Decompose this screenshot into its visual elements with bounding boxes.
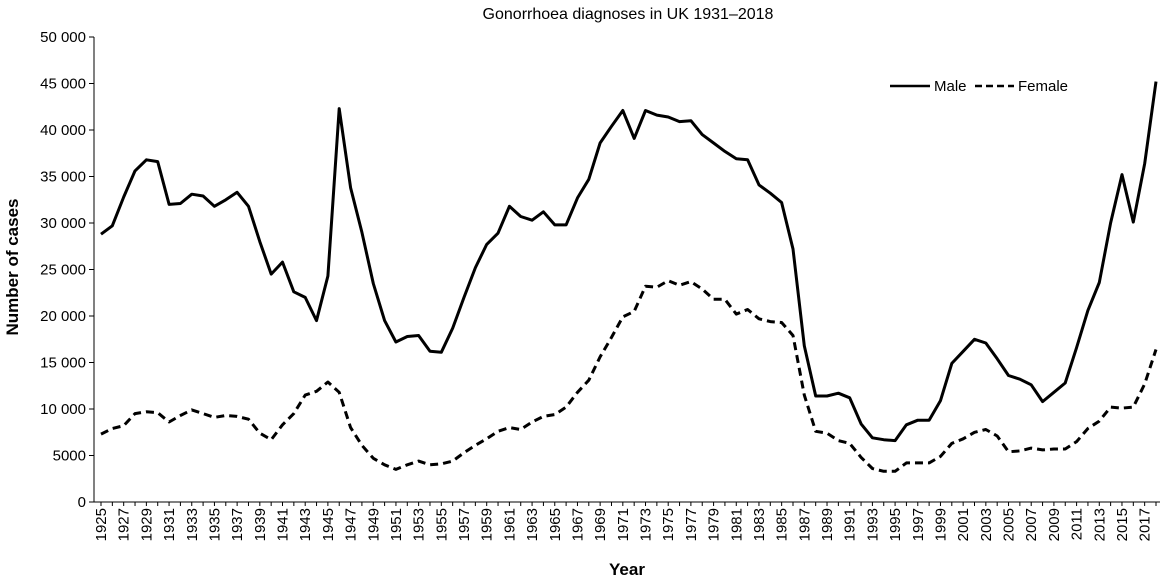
y-tick-label: 20 000 [40, 308, 86, 325]
x-tick-label: 2013 [1091, 508, 1108, 541]
x-tick-label: 1979 [706, 508, 723, 541]
x-tick-label: 1993 [864, 508, 881, 541]
x-tick-label: 1933 [184, 508, 201, 541]
y-tick-label: 5000 [53, 448, 86, 465]
x-tick-label: 1975 [660, 508, 677, 541]
y-tick-label: 25 000 [40, 262, 86, 279]
x-tick-label: 2009 [1046, 508, 1063, 541]
x-tick-label: 2003 [978, 508, 995, 541]
y-tick-label: 10 000 [40, 401, 86, 418]
x-tick-label: 1961 [501, 508, 518, 541]
x-tick-label: 2011 [1069, 508, 1086, 540]
x-tick-label: 1941 [275, 508, 292, 541]
x-tick-label: 1949 [365, 508, 382, 541]
x-tick-label: 2007 [1023, 508, 1040, 541]
x-tick-label: 1997 [910, 508, 927, 541]
x-tick-label: 1985 [774, 508, 791, 541]
x-tick-label: 1945 [320, 508, 337, 541]
legend-female-label: Female [1018, 78, 1068, 95]
x-axis-title: Year [609, 560, 645, 579]
x-tick-label: 2005 [1001, 508, 1018, 541]
x-tick-label: 1927 [116, 508, 133, 541]
x-tick-label: 2017 [1137, 508, 1154, 541]
x-tick-label: 1955 [433, 508, 450, 541]
y-tick-label: 15 000 [40, 355, 86, 372]
y-tick-label: 45 000 [40, 76, 86, 93]
x-tick-label: 1983 [751, 508, 768, 541]
x-tick-label: 1931 [161, 508, 178, 541]
x-tick-label: 1937 [229, 508, 246, 541]
x-tick-label: 1935 [206, 508, 223, 541]
x-tick-label: 1995 [887, 508, 904, 541]
x-tick-label: 1943 [297, 508, 314, 541]
legend-male-label: Male [934, 78, 967, 95]
x-tick-label: 1989 [819, 508, 836, 541]
x-tick-label: 1963 [524, 508, 541, 541]
x-tick-label: 1999 [932, 508, 949, 541]
y-tick-label: 35 000 [40, 169, 86, 186]
series-line-male [100, 81, 1158, 443]
x-tick-label: 1967 [569, 508, 586, 541]
x-tick-label: 1991 [842, 508, 859, 541]
series-lines [100, 81, 1158, 473]
x-tick-label: 1951 [388, 508, 405, 541]
y-tick-label: 0 [78, 494, 86, 511]
y-tick-label: 50 000 [40, 29, 86, 46]
x-tick-label: 1965 [547, 508, 564, 541]
x-tick-label: 1947 [343, 508, 360, 541]
x-tick-label: 1959 [479, 508, 496, 541]
x-tick-label: 1971 [615, 508, 632, 541]
y-tick-label: 30 000 [40, 215, 86, 232]
x-axis-ticks: 1925 1927 1929 1931 1933 1935 1937 1939 1941 1943… [93, 502, 1157, 541]
chart-title: Gonorrhoea diagnoses in UK 1931–2018 [483, 6, 774, 23]
x-tick-label: 1977 [683, 508, 700, 541]
x-tick-label: 1929 [138, 508, 155, 541]
x-tick-label: 2001 [955, 508, 972, 541]
x-tick-label: 2015 [1114, 508, 1131, 541]
legend: Male Female [890, 78, 1068, 95]
y-axis-title: Number of cases [3, 199, 22, 336]
x-tick-label: 1925 [93, 508, 110, 541]
x-tick-label: 1957 [456, 508, 473, 541]
x-tick-label: 1973 [638, 508, 655, 541]
x-tick-label: 1953 [411, 508, 428, 541]
y-tick-label: 40 000 [40, 122, 86, 139]
x-tick-label: 1981 [728, 508, 745, 541]
x-tick-label: 1969 [592, 508, 609, 541]
series-line-female [100, 279, 1158, 473]
y-axis-ticks: 0 5000 10 000 15 000 20 000 25 000 30 000 35 00… [40, 29, 94, 511]
x-tick-label: 1987 [796, 508, 813, 541]
x-tick-label: 1939 [252, 508, 269, 541]
